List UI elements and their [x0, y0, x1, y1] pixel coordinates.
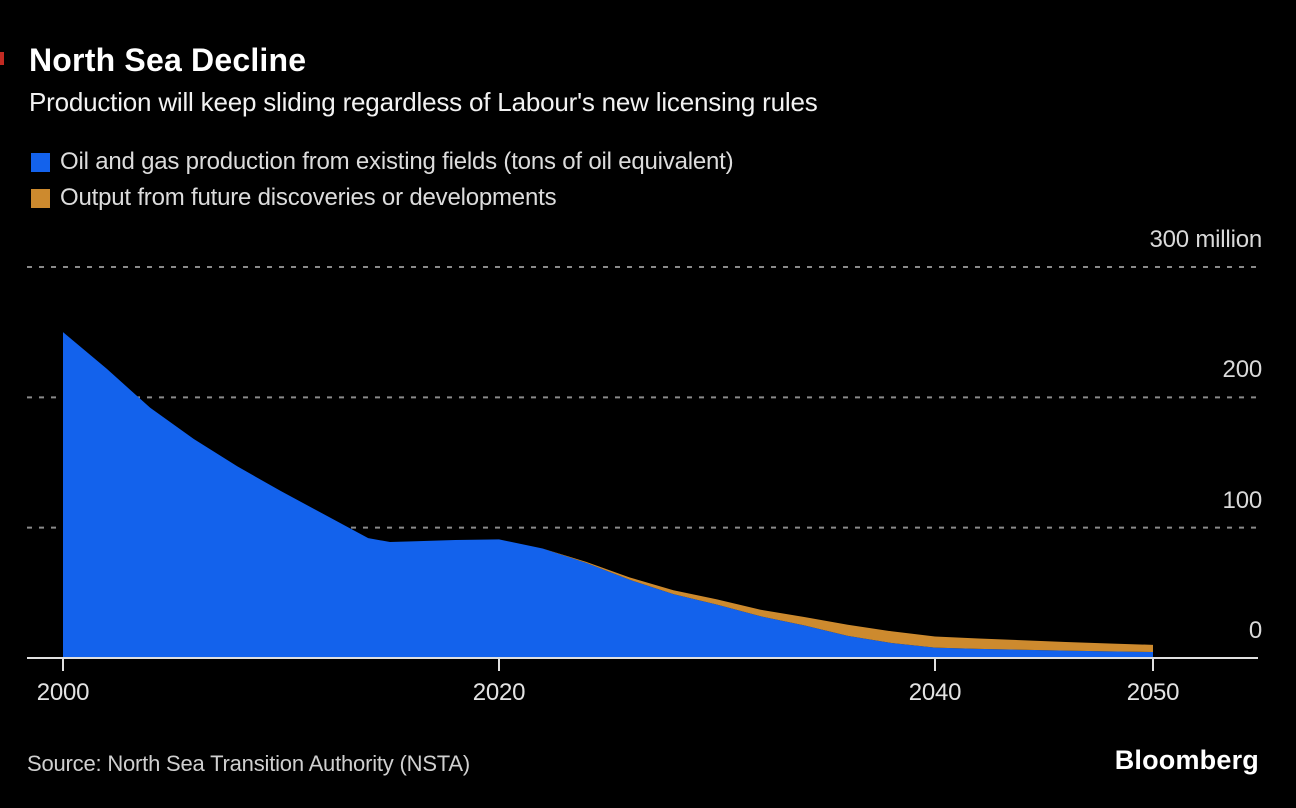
area-existing-production: [63, 332, 1153, 658]
legend-item-existing: Oil and gas production from existing fie…: [31, 144, 734, 180]
red-edge-marker: [0, 52, 4, 65]
x-axis-label: 2020: [472, 679, 526, 706]
legend-swatch-blue-icon: [31, 152, 50, 172]
area-future-output: [542, 548, 1153, 653]
y-axis-label: 0: [1248, 617, 1262, 644]
x-axis-label: 2040: [908, 679, 962, 706]
legend-label: Output from future discoveries or develo…: [60, 184, 557, 211]
source-note: Source: North Sea Transition Authority (…: [27, 751, 470, 776]
chart-legend: Oil and gas production from existing fie…: [31, 144, 734, 216]
x-axis-label: 2050: [1126, 679, 1180, 706]
legend-item-future: Output from future discoveries or develo…: [31, 180, 733, 216]
y-axis-label: 200: [1222, 356, 1263, 384]
bloomberg-logo: Bloomberg: [1114, 745, 1259, 775]
legend-swatch-orange-icon: [31, 188, 50, 208]
chart-title: North Sea Decline: [29, 42, 307, 78]
chart-subtitle: Production will keep sliding regardless …: [29, 87, 818, 117]
legend-label: Oil and gas production from existing fie…: [60, 148, 734, 175]
x-axis-label: 2000: [36, 679, 90, 706]
y-axis-label: 300 million: [1149, 226, 1262, 253]
y-axis-label: 100: [1222, 486, 1263, 514]
